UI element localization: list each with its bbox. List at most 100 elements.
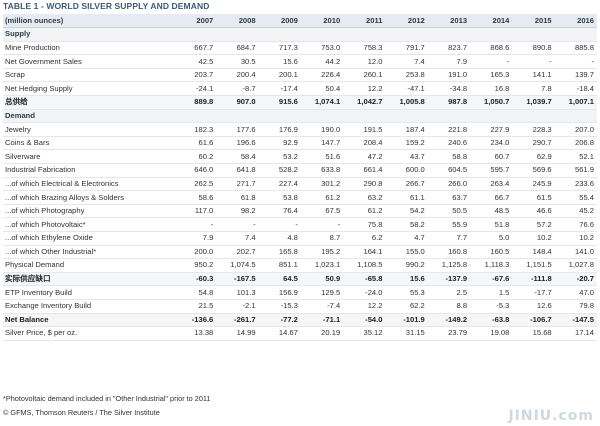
cell-value: 684.7 (216, 41, 259, 56)
cell-value: 55.9 (427, 217, 471, 232)
cell-value: 271.7 (216, 177, 259, 192)
cell-value: 156.9 (258, 285, 301, 300)
cell-value: -20.7 (554, 272, 597, 287)
cell-value: - (554, 54, 597, 69)
cell-value: 98.2 (216, 204, 259, 219)
row-label: ...of which Brazing Alloys & Solders (3, 190, 174, 205)
cell-value: 129.5 (300, 285, 344, 300)
cell-value: 791.7 (385, 41, 428, 56)
row-label: ...of which Ethylene Oxide (3, 231, 174, 246)
cell-value: -34.8 (427, 81, 471, 97)
row-label: Net Government Sales (3, 54, 174, 69)
cell-value (470, 109, 513, 124)
cell-value: 263.4 (470, 177, 513, 192)
cell-value: 290.8 (343, 177, 386, 192)
row-label: ...of which Photovoltaic* (3, 217, 174, 232)
row-label: Silver Price, $ per oz. (3, 326, 174, 341)
cell-value: 1,125.8 (427, 258, 471, 273)
cell-value: 160.5 (470, 245, 513, 260)
cell-value: -8.7 (216, 81, 259, 97)
cell-value (554, 109, 597, 124)
cell-value: 234.0 (470, 136, 513, 151)
cell-value: 10.2 (554, 231, 597, 246)
year-header: 2012 (385, 14, 428, 29)
cell-value: - (258, 217, 301, 232)
table-row: ...of which Brazing Alloys & Solders 58.6… (3, 190, 597, 205)
cell-value: 889.8 (174, 95, 217, 110)
cell-value: 262.5 (174, 177, 217, 192)
cell-value (385, 109, 428, 124)
cell-value: 301.2 (300, 177, 344, 192)
cell-value: -18.4 (554, 81, 597, 97)
cell-value: - (300, 217, 344, 232)
cell-value: 10.2 (512, 231, 555, 246)
cell-value: -7.4 (300, 299, 344, 314)
cell-value: -111.8 (512, 272, 555, 287)
year-header: 2011 (343, 14, 386, 29)
cell-value: 1.5 (470, 285, 513, 300)
cell-value: 45.2 (554, 204, 597, 219)
row-label: Industrial Fabrication (3, 163, 174, 178)
cell-value (427, 109, 471, 124)
cell-value: 1,074.5 (216, 258, 259, 273)
cell-value: 907.0 (216, 95, 259, 110)
row-label: 实际供应缺口 (3, 272, 174, 287)
cell-value: 600.0 (385, 163, 428, 178)
cell-value: 52.1 (554, 149, 597, 165)
cell-value: 753.0 (300, 41, 344, 56)
cell-value: 55.4 (554, 190, 597, 205)
cell-value: 67.5 (300, 204, 344, 219)
year-header: 2016 (554, 14, 597, 29)
cell-value: 48.5 (470, 204, 513, 219)
cell-value: -17.7 (512, 285, 555, 300)
row-label: Physical Demand (3, 258, 174, 273)
cell-value: -2.1 (216, 299, 259, 314)
cell-value: 61.2 (343, 204, 386, 219)
cell-value: -47.1 (385, 81, 428, 97)
cell-value: 165.3 (470, 68, 513, 83)
cell-value: 187.4 (385, 122, 428, 137)
cell-value: 195.2 (300, 245, 344, 260)
row-label: Mine Production (3, 41, 174, 56)
cell-value: 62.2 (385, 299, 428, 314)
cell-value: -136.6 (174, 313, 217, 328)
cell-value (343, 109, 386, 124)
cell-value: 164.1 (343, 245, 386, 260)
cell-value (343, 27, 386, 42)
cell-value: 1,023.1 (300, 258, 344, 273)
cell-value: 987.8 (427, 95, 471, 110)
row-label: ...of which Other Industrial* (3, 245, 174, 260)
cell-value: 57.2 (512, 217, 555, 232)
cell-value (300, 27, 344, 42)
row-label: Scrap (3, 68, 174, 83)
cell-value: 227.9 (470, 122, 513, 137)
cell-value (385, 27, 428, 42)
cell-value: 58.8 (427, 149, 471, 165)
cell-value: 61.5 (512, 190, 555, 205)
cell-value (470, 27, 513, 42)
cell-value: 30.5 (216, 54, 259, 69)
cell-value: -101.9 (385, 313, 428, 328)
cell-value (554, 27, 597, 42)
cell-value: 51.6 (300, 149, 344, 165)
table-row: Net Balance -136.6 -261.7 -77.2 -71.1 -54.0 -1… (3, 313, 597, 328)
table-row: Scrap 203.7 200.4 200.1 226.4 260.1 253.8 191.0… (3, 68, 597, 83)
cell-value: 641.8 (216, 163, 259, 178)
cell-value: -60.3 (174, 272, 217, 287)
cell-value: 182.3 (174, 122, 217, 137)
cell-value: -137.9 (427, 272, 471, 287)
cell-value: 12.2 (343, 81, 386, 97)
cell-value (512, 109, 555, 124)
cell-value: 196.6 (216, 136, 259, 151)
cell-value: 245.9 (512, 177, 555, 192)
cell-value (174, 109, 217, 124)
cell-value: 1,027.8 (554, 258, 597, 273)
cell-value: 159.2 (385, 136, 428, 151)
cell-value: 79.8 (554, 299, 597, 314)
cell-value: -5.3 (470, 299, 513, 314)
cell-value (512, 27, 555, 42)
header-row: (million ounces) 2007 2008 2009 2010 201… (3, 14, 597, 29)
cell-value: -167.5 (216, 272, 259, 287)
year-header: 2013 (427, 14, 471, 29)
cell-value: 47.2 (343, 149, 386, 165)
